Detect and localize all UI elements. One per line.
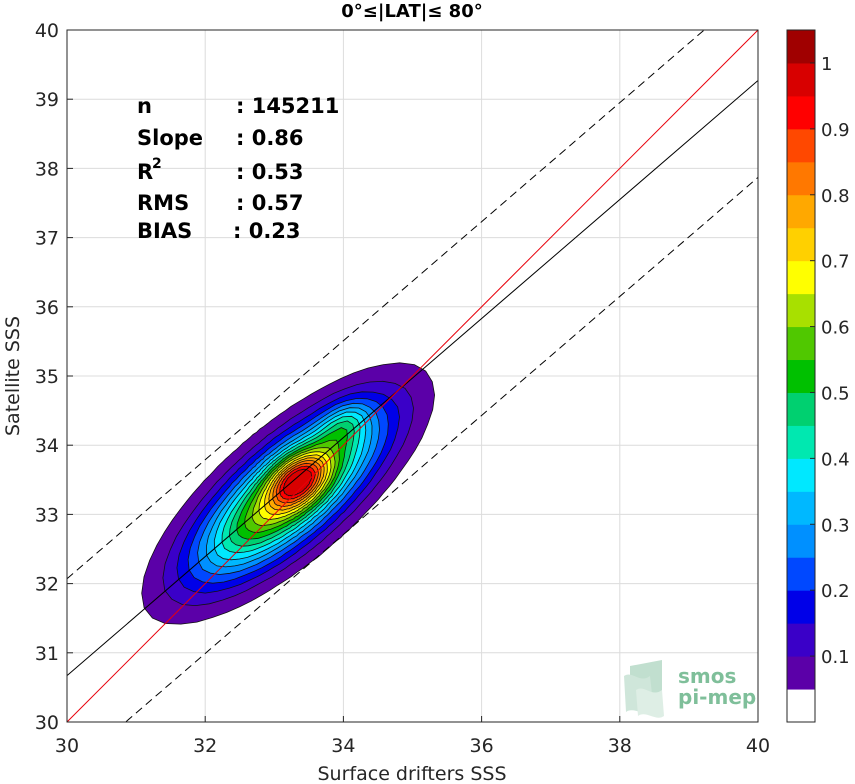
y-tick-label: 36 [35, 297, 59, 319]
colorbar-swatch [787, 458, 815, 492]
stat-label: n [137, 94, 152, 118]
y-tick-label: 35 [35, 366, 59, 388]
colorbar-swatch [787, 62, 815, 97]
stat-value: : 0.86 [236, 126, 304, 150]
reference-lines [67, 30, 758, 722]
colorbar-swatch [787, 326, 815, 361]
colorbar-tick-label: 0.3 [821, 515, 850, 536]
y-tick-label: 30 [35, 712, 59, 734]
colorbar-tick-label: 0.1 [821, 647, 850, 668]
colorbar-swatch [787, 194, 815, 229]
colorbar-tick-label: 0.7 [821, 252, 850, 273]
y-tick-label: 31 [35, 643, 59, 665]
colorbar-swatch [787, 425, 815, 459]
colorbar-swatch [787, 623, 815, 657]
stats-annotation: n : 145211 Slope : 0.86 R2 : 0.53 RMS : 0.57 BIA… [137, 94, 339, 243]
stat-label: R [137, 160, 153, 184]
colorbar-tick-label: 0.2 [821, 581, 850, 602]
colorbar-swatch [787, 293, 815, 328]
stat-label: BIAS [137, 219, 192, 243]
stat-value: : 0.53 [236, 160, 304, 184]
colorbar-frame [786, 29, 816, 723]
colorbar-swatch [787, 128, 815, 163]
stat-value: : 145211 [236, 94, 339, 118]
colorbar: 0.1 0.2 0.3 0.4 0.5 0.6 0.7 0.8 0.9 1 [786, 29, 850, 723]
colorbar-swatch [787, 359, 815, 393]
colorbar-tick-label: 0.4 [821, 449, 850, 470]
y-tick-label: 32 [35, 574, 59, 596]
colorbar-swatch [787, 392, 815, 426]
y-tick-label: 37 [35, 228, 59, 250]
axes: 30 32 34 36 38 40 30 31 32 33 34 35 36 37 38 39 40 [35, 20, 770, 757]
x-tick-label: 32 [193, 735, 217, 757]
y-tick-label: 40 [35, 20, 59, 42]
x-axis-label: Surface drifters SSS [318, 763, 507, 784]
colorbar-tick-label: 0.5 [821, 383, 850, 404]
colorbar-swatch [787, 95, 815, 130]
colorbar-swatch [787, 524, 815, 558]
colorbar-swatch [787, 260, 815, 295]
x-tick-label: 38 [608, 735, 632, 757]
lower-bound-line [124, 177, 758, 722]
colorbar-swatch [787, 491, 815, 525]
stat-value: : 0.23 [233, 219, 301, 243]
x-tick-label: 30 [55, 735, 79, 757]
smos-pi-mep-logo: smos pi-mep [624, 660, 756, 718]
colorbar-swatch [787, 689, 815, 723]
x-tick-label: 36 [470, 735, 494, 757]
colorbar-swatch [787, 30, 815, 64]
y-tick-label: 39 [35, 89, 59, 111]
colorbar-swatch [787, 161, 815, 196]
regression-line [67, 80, 758, 677]
stat-label: RMS [137, 191, 189, 215]
x-tick-label: 34 [331, 735, 355, 757]
x-tick-label: 40 [746, 735, 770, 757]
colorbar-swatch [787, 656, 815, 690]
chart-title: 0°≤|LAT|≤ 80° [341, 1, 482, 22]
colorbar-tick-label: 0.6 [821, 318, 850, 339]
logo-text-smos: smos [678, 664, 736, 688]
one-to-one-line [67, 30, 758, 722]
y-tick-label: 34 [35, 435, 59, 457]
density-contours [141, 362, 436, 625]
y-axis-label: Satellite SSS [2, 316, 24, 436]
colorbar-tick-label: 1 [821, 54, 832, 75]
stat-value: : 0.57 [236, 191, 304, 215]
colorbar-tick-label: 0.9 [821, 120, 850, 141]
y-tick-label: 38 [35, 158, 59, 180]
stat-superscript: 2 [152, 156, 162, 172]
logo-text-pi-mep: pi-mep [678, 685, 756, 709]
colorbar-swatch [787, 557, 815, 591]
colorbar-swatch [787, 227, 815, 262]
colorbar-tick-label: 0.8 [821, 186, 850, 207]
y-tick-label: 33 [35, 504, 59, 526]
stat-label: Slope [137, 126, 203, 150]
upper-bound-line [67, 30, 705, 580]
colorbar-swatch [787, 590, 815, 624]
